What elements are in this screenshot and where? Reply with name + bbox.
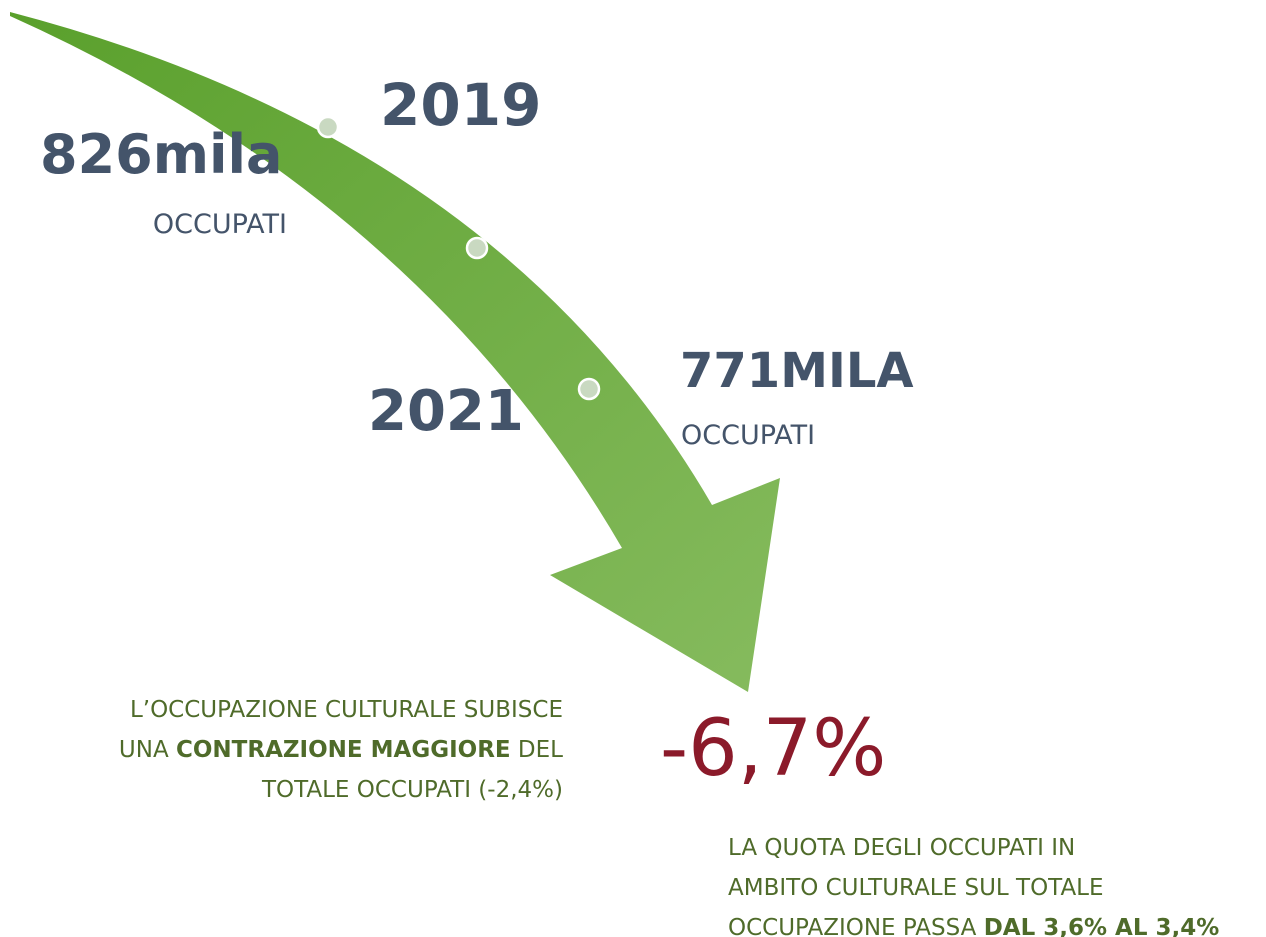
note-text: AMBITO CULTURALE SUL TOTALE (728, 875, 1104, 901)
note-text: LA QUOTA DEGLI OCCUPATI IN (728, 835, 1075, 861)
note-text: UNA (119, 737, 176, 763)
note-text: TOTALE OCCUPATI (-2,4%) (261, 777, 563, 803)
note-line: UNA CONTRAZIONE MAGGIORE DEL (119, 737, 563, 763)
marker (316, 115, 340, 139)
year-end: 2021 (368, 379, 524, 444)
marker (577, 377, 601, 401)
notes: L’OCCUPAZIONE CULTURALE SUBISCE UNA CONTR… (119, 697, 1219, 937)
note-line: TOTALE OCCUPATI (-2,4%) (261, 777, 563, 803)
note-line: AMBITO CULTURALE SUL TOTALE (728, 875, 1104, 901)
label-start: OCCUPATI (153, 209, 287, 240)
label-end: OCCUPATI (681, 420, 815, 451)
note-line: OCCUPAZIONE PASSA DAL 3,6% AL 3,4% (728, 915, 1219, 937)
year-start: 2019 (380, 71, 541, 139)
note-text: DAL 3,6% AL 3,4% (984, 915, 1220, 937)
note-line: L’OCCUPAZIONE CULTURALE SUBISCE (130, 697, 563, 723)
value-end: 771MILA (680, 343, 914, 399)
note-text: OCCUPAZIONE PASSA (728, 915, 984, 937)
note-text: CONTRAZIONE MAGGIORE (176, 737, 511, 763)
note-line: LA QUOTA DEGLI OCCUPATI IN (728, 835, 1075, 861)
note-text: L’OCCUPAZIONE CULTURALE SUBISCE (130, 697, 563, 723)
arrow (10, 12, 780, 692)
marker (465, 236, 489, 260)
value-start: 826mila (40, 123, 282, 186)
note-text: DEL (511, 737, 564, 763)
change: -6,7% (660, 704, 886, 794)
